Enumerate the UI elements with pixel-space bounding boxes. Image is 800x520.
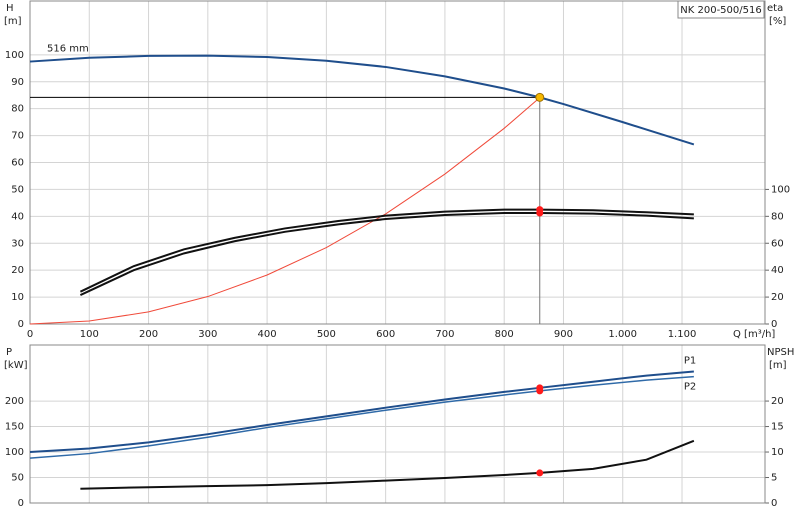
curve — [80, 439, 695, 490]
legend-label: P1 — [684, 356, 696, 367]
curve-label: 516 mm — [47, 44, 89, 55]
x-tick-label: 900 — [554, 329, 573, 340]
x-tick-label: 100 — [80, 329, 99, 340]
y-tick-label: 60 — [11, 158, 24, 169]
y-tick-label: 10 — [11, 292, 24, 303]
y2-tick-label: 10 — [771, 447, 784, 458]
y-axis-unit: [m] — [4, 16, 22, 27]
title-box — [677, 0, 765, 19]
y-tick-label: 100 — [5, 447, 24, 458]
plot-frame — [29, 0, 766, 325]
operating-point — [536, 209, 544, 217]
y2-tick-label: 20 — [771, 292, 784, 303]
y-tick-label: 50 — [11, 184, 24, 195]
plot-frame — [29, 344, 766, 504]
curve — [79, 211, 694, 296]
duty-point — [535, 92, 545, 102]
x-tick-label: 1.100 — [668, 329, 697, 340]
y-tick-label: 70 — [11, 131, 24, 142]
x-tick-label: 600 — [376, 329, 395, 340]
operating-point — [536, 469, 544, 477]
y2-tick-label: 15 — [771, 422, 784, 433]
y-tick-label: 90 — [11, 77, 24, 88]
y-tick-label: 50 — [11, 473, 24, 484]
y2-tick-label: 80 — [771, 211, 784, 222]
y2-axis-unit: [%] — [769, 16, 786, 27]
x-tick-label: 700 — [435, 329, 454, 340]
operating-point — [536, 387, 544, 395]
y-tick-label: 150 — [5, 422, 24, 433]
y-tick-label: 80 — [11, 104, 24, 115]
y-tick-label: 0 — [18, 498, 24, 509]
y-tick-label: 200 — [5, 396, 24, 407]
chart-title: NK 200-500/516 — [680, 5, 761, 16]
y-tick-label: 20 — [11, 265, 24, 276]
y2-axis-label: eta — [767, 3, 783, 14]
y2-tick-label: 20 — [771, 396, 784, 407]
y-tick-label: 30 — [11, 238, 24, 249]
y2-tick-label: 0 — [771, 319, 777, 330]
y-axis-unit: [kW] — [4, 360, 28, 371]
y2-tick-label: 100 — [771, 184, 790, 195]
y2-tick-label: 60 — [771, 238, 784, 249]
x-tick-label: 200 — [139, 329, 158, 340]
x-tick-label: 400 — [258, 329, 277, 340]
curve — [79, 208, 694, 293]
y-tick-label: 100 — [5, 50, 24, 61]
curve — [29, 97, 541, 325]
x-tick-label: 300 — [198, 329, 217, 340]
y-tick-label: 0 — [18, 319, 24, 330]
x-tick-label: 0 — [27, 329, 33, 340]
curve — [29, 370, 694, 454]
y2-tick-label: 40 — [771, 265, 784, 276]
curve — [29, 54, 695, 146]
y2-axis-label: NPSH — [767, 347, 794, 358]
x-tick-label: 800 — [495, 329, 514, 340]
y-tick-label: 40 — [11, 211, 24, 222]
y2-tick-label: 0 — [771, 498, 777, 509]
y-axis-label: H — [6, 3, 14, 14]
legend-label: P2 — [684, 382, 696, 393]
y2-tick-label: 5 — [771, 473, 777, 484]
x-tick-label: 1.000 — [608, 329, 637, 340]
curve — [29, 375, 694, 459]
y-axis-label: P — [6, 347, 12, 358]
x-tick-label: 500 — [317, 329, 336, 340]
y2-axis-unit: [m] — [769, 360, 787, 371]
x-axis-label: Q [m³/h] — [733, 329, 775, 340]
